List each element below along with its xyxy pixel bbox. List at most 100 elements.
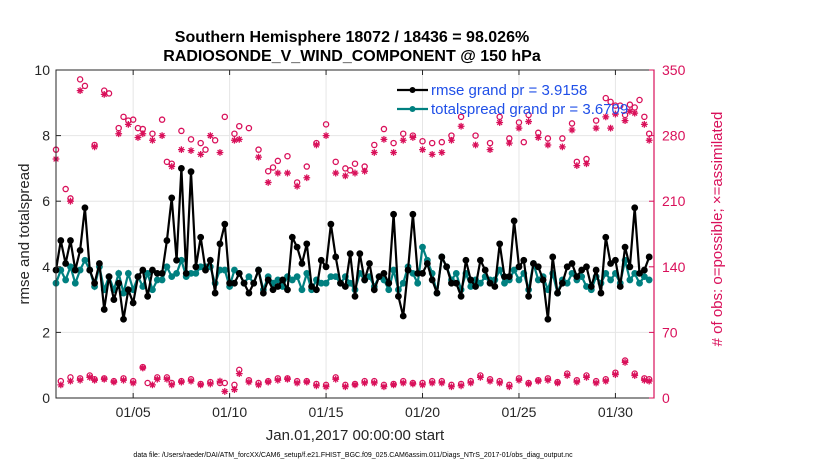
rmse-point bbox=[409, 210, 417, 218]
obs-assimilated-marker bbox=[544, 376, 552, 384]
rmse-point bbox=[120, 315, 127, 323]
obs-assimilated-marker bbox=[86, 373, 94, 381]
spread-point bbox=[399, 279, 407, 287]
obs-assimilated-marker bbox=[525, 380, 533, 388]
rmse-point bbox=[539, 276, 547, 284]
obs-possible-marker bbox=[322, 121, 330, 128]
rmse-point bbox=[433, 289, 441, 297]
rmse-point bbox=[549, 253, 557, 261]
spread-point bbox=[385, 286, 393, 294]
y-right-tick-label: 0 bbox=[662, 390, 670, 406]
obs-assimilated-marker bbox=[428, 379, 436, 387]
spread-point bbox=[81, 256, 89, 264]
rmse-point bbox=[269, 286, 277, 294]
obs-assimilated-marker bbox=[313, 141, 320, 149]
obs-assimilated-marker bbox=[472, 141, 479, 149]
obs-assimilated-marker bbox=[640, 120, 648, 128]
rmse-point bbox=[168, 194, 176, 202]
rmse-point bbox=[240, 279, 248, 287]
spread-point bbox=[163, 263, 171, 271]
obs-possible-marker bbox=[390, 139, 397, 147]
y-right-tick-label: 70 bbox=[662, 324, 678, 340]
obs-assimilated-marker bbox=[645, 377, 653, 385]
rmse-point bbox=[124, 286, 132, 294]
obs-possible-marker bbox=[62, 185, 69, 193]
spread-point bbox=[414, 279, 422, 287]
rmse-point bbox=[206, 256, 214, 264]
obs-assimilated-marker bbox=[149, 381, 156, 389]
obs-assimilated-marker bbox=[380, 383, 388, 391]
obs-assimilated-marker bbox=[448, 383, 455, 391]
rmse-point bbox=[293, 243, 301, 251]
rmse-point bbox=[245, 289, 253, 297]
y-right-tick-label: 210 bbox=[662, 193, 686, 209]
obs-assimilated-marker bbox=[322, 383, 330, 391]
rmse-point bbox=[438, 253, 446, 261]
rmse-point bbox=[395, 292, 402, 300]
rmse-point bbox=[640, 266, 648, 274]
obs-assimilated-marker bbox=[544, 141, 552, 149]
rmse-point bbox=[443, 263, 451, 271]
obs-possible-marker bbox=[149, 130, 156, 137]
obs-possible-marker bbox=[284, 152, 291, 160]
obs-assimilated-marker bbox=[139, 364, 147, 372]
obs-assimilated-marker bbox=[284, 375, 291, 383]
legend-spread-label: totalspread grand pr = 3.6709 bbox=[431, 101, 628, 118]
obs-assimilated-marker bbox=[467, 379, 475, 387]
obs-assimilated-marker bbox=[149, 136, 156, 144]
rmse-point bbox=[607, 260, 614, 267]
obs-assimilated-marker bbox=[313, 382, 320, 390]
obs-assimilated-marker bbox=[602, 377, 610, 385]
spread-point bbox=[62, 276, 70, 284]
obs-assimilated-marker bbox=[129, 379, 137, 387]
obs-assimilated-marker bbox=[457, 122, 465, 130]
rmse-point bbox=[419, 269, 426, 277]
rmse-point bbox=[356, 250, 364, 258]
obs-assimilated-marker bbox=[419, 146, 426, 154]
rmse-point bbox=[139, 266, 147, 274]
obs-assimilated-marker bbox=[216, 377, 224, 385]
rmse-point bbox=[308, 283, 315, 290]
obs-possible-marker bbox=[346, 167, 354, 174]
rmse-point bbox=[583, 263, 590, 271]
rmse-point bbox=[96, 260, 103, 267]
obs-assimilated-marker bbox=[563, 372, 571, 379]
obs-possible-marker bbox=[520, 138, 528, 146]
obs-assimilated-marker bbox=[612, 110, 619, 118]
obs-assimilated-marker bbox=[592, 379, 600, 387]
obs-possible-marker bbox=[120, 113, 127, 121]
spread-point bbox=[298, 286, 306, 294]
x-tick-label: 01/05 bbox=[116, 404, 151, 420]
rmse-point bbox=[554, 289, 561, 297]
obs-assimilated-marker bbox=[409, 134, 417, 141]
y-left-tick-label: 0 bbox=[42, 390, 50, 406]
spread-point bbox=[124, 269, 132, 277]
rmse-point bbox=[332, 253, 340, 261]
obs-assimilated-marker bbox=[438, 149, 446, 156]
spread-point bbox=[168, 273, 176, 281]
obs-assimilated-marker bbox=[134, 134, 142, 141]
rmse-point bbox=[525, 292, 533, 300]
obs-possible-marker bbox=[187, 136, 195, 143]
obs-assimilated-marker bbox=[351, 381, 359, 389]
obs-assimilated-marker bbox=[631, 109, 639, 117]
obs-assimilated-marker bbox=[457, 382, 465, 390]
obs-assimilated-marker bbox=[216, 149, 224, 156]
obs-assimilated-marker bbox=[115, 130, 123, 138]
rmse-point bbox=[534, 263, 542, 271]
spread-point bbox=[293, 273, 301, 281]
obs-possible-marker bbox=[197, 139, 204, 147]
obs-assimilated-marker bbox=[631, 372, 639, 379]
obs-assimilated-marker bbox=[120, 376, 127, 384]
rmse-point bbox=[457, 292, 465, 300]
obs-possible-marker bbox=[641, 113, 648, 121]
obs-assimilated-marker bbox=[621, 117, 629, 125]
obs-assimilated-marker bbox=[341, 383, 349, 391]
obs-assimilated-marker bbox=[76, 87, 84, 95]
rmse-point bbox=[361, 276, 369, 284]
obs-assimilated-marker bbox=[361, 167, 369, 175]
rmse-point bbox=[274, 283, 282, 290]
obs-possible-marker bbox=[602, 94, 610, 102]
obs-possible-marker bbox=[81, 82, 89, 90]
rmse-point bbox=[496, 240, 504, 248]
